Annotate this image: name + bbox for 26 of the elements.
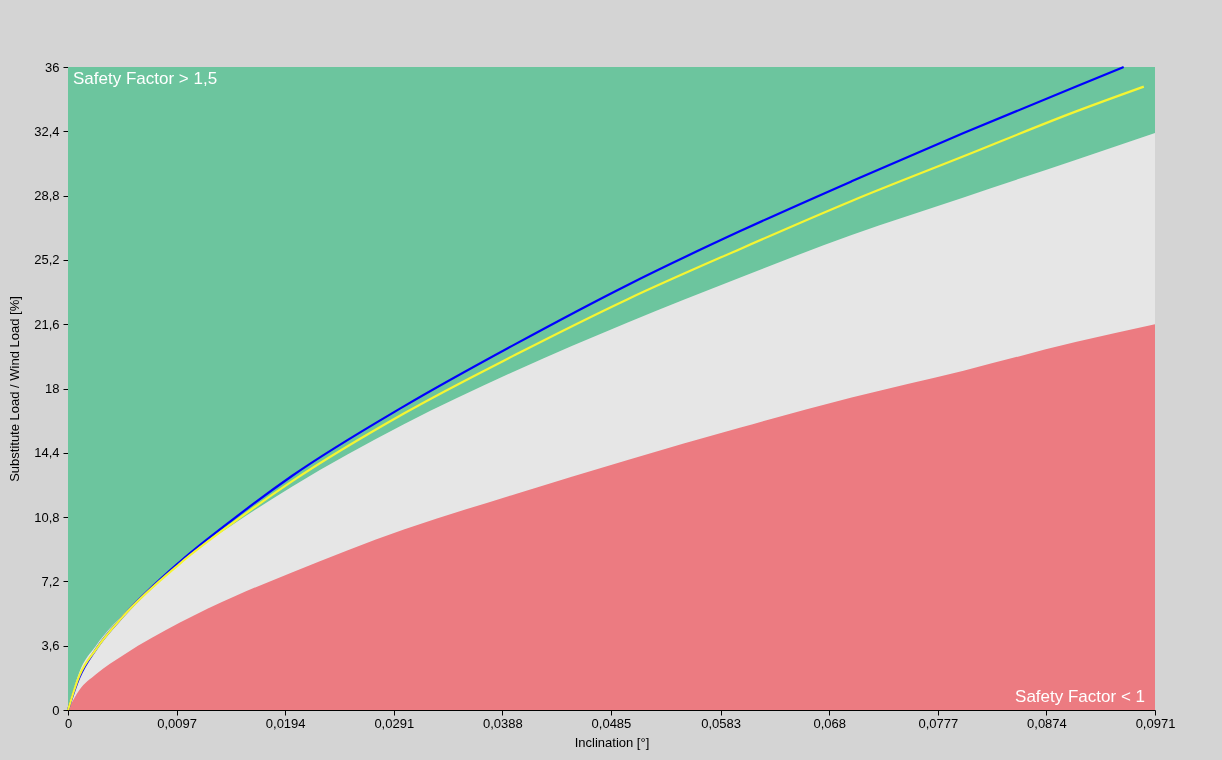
y-tick-label: 18 (45, 381, 60, 396)
y-tick-label: 3,6 (41, 638, 60, 654)
y-tick-label: 21,6 (34, 316, 60, 332)
y-tick-label: 32,4 (34, 123, 60, 139)
y-tick-label: 10,8 (34, 509, 60, 525)
x-tick-label: 0,0777 (918, 715, 959, 731)
series-label: Safety Factor < 1 (1015, 687, 1145, 706)
y-axis-title: Substitute Load / Wind Load [%] (7, 296, 23, 482)
y-tick-label: 36 (45, 59, 60, 75)
x-tick-label: 0,0485 (591, 715, 632, 731)
y-tick-label: 0 (52, 702, 60, 718)
x-tick-label: 0,0388 (482, 715, 523, 731)
x-tick-label: 0,0291 (374, 715, 415, 731)
x-axis-title: Inclination [°] (574, 734, 650, 750)
y-tick-label: 14,4 (34, 445, 60, 461)
band-label: Safety Factor > 1,5 (73, 69, 218, 88)
x-tick-label: 0,0583 (701, 715, 742, 731)
x-tick-label: 0 (64, 715, 73, 731)
y-tick-label: 28,8 (34, 188, 60, 204)
x-tick-label: 0,0971 (1135, 715, 1176, 731)
x-tick-label: 0,068 (813, 715, 847, 731)
x-tick-label: 0,0874 (1027, 715, 1067, 731)
y-tick-label: 7,2 (41, 573, 60, 589)
x-tick-label: 0,0097 (157, 715, 197, 731)
x-tick-label: 0,0194 (265, 715, 306, 731)
y-tick-label: 25,2 (34, 252, 60, 268)
